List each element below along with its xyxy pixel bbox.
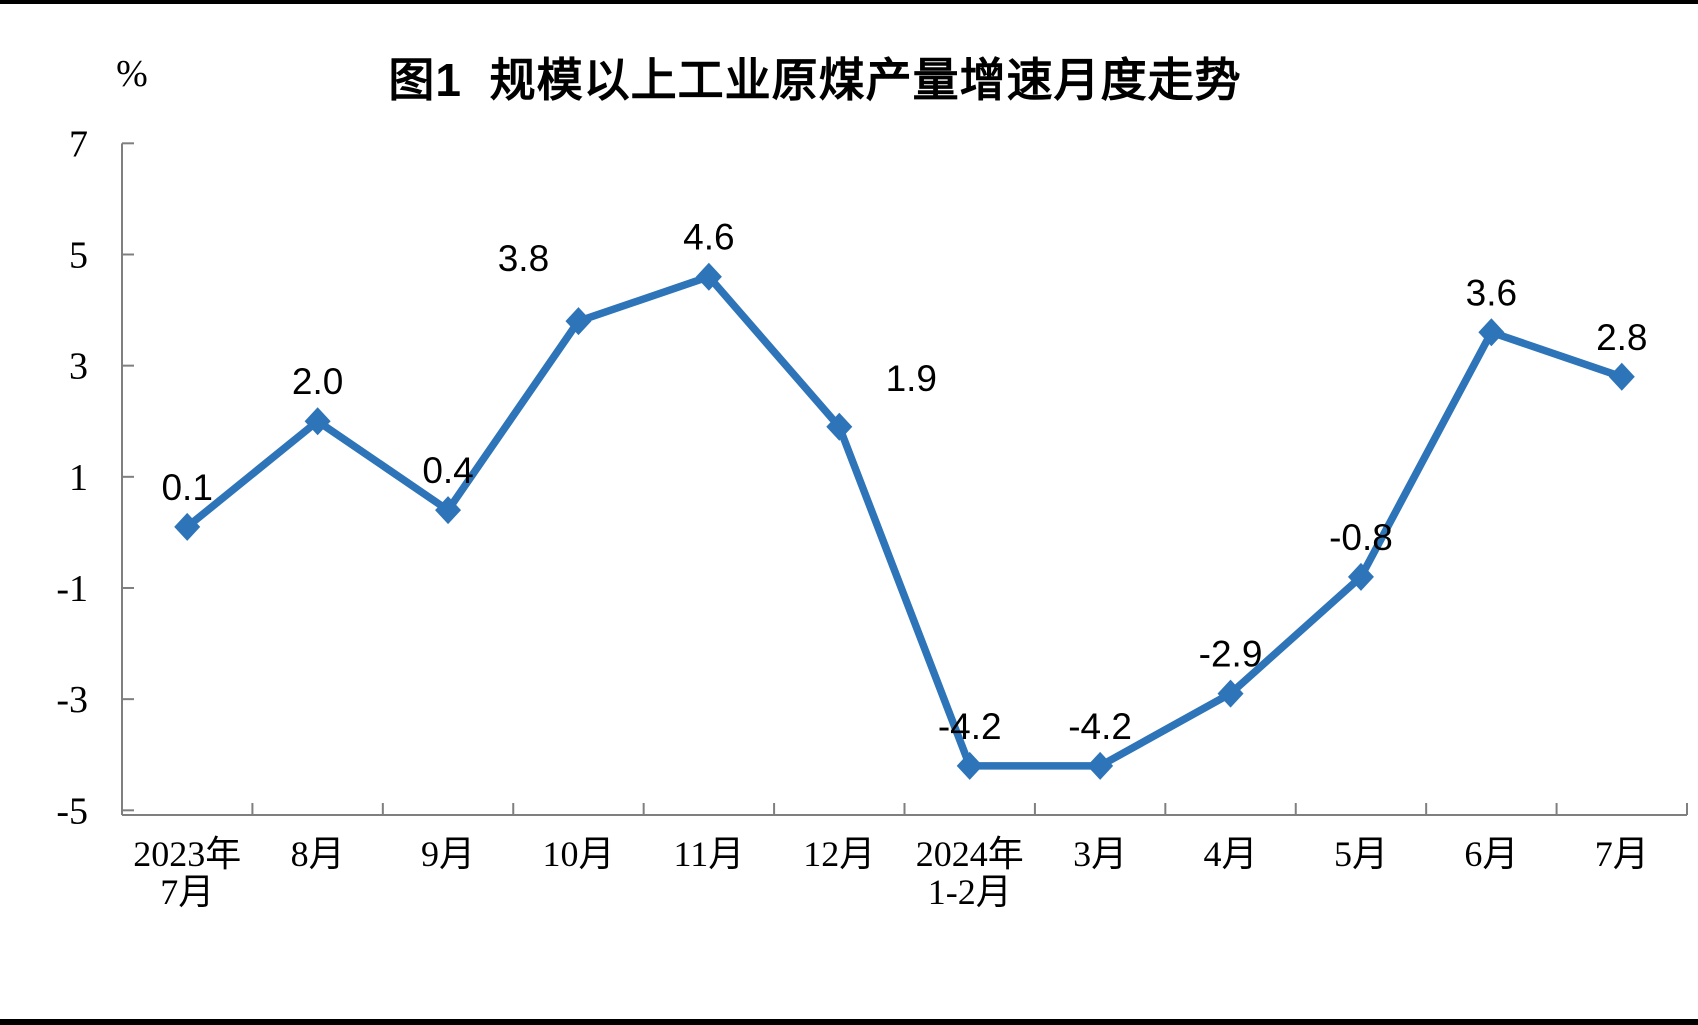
data-point-marker xyxy=(826,412,853,441)
data-label: 0.4 xyxy=(422,450,473,491)
data-point-marker xyxy=(695,262,722,291)
data-label: -2.9 xyxy=(1199,634,1263,675)
x-tick-label: 10月 xyxy=(542,834,614,874)
x-tick-label: 9月 xyxy=(421,834,475,874)
data-label: 2.0 xyxy=(292,361,343,402)
data-label: -4.2 xyxy=(1068,706,1132,747)
chart-title: 图1 规模以上工业原煤产量增速月度走势 xyxy=(388,54,1242,106)
data-point-marker xyxy=(565,307,592,336)
data-label: 3.6 xyxy=(1466,272,1517,313)
y-tick-label: 5 xyxy=(69,234,88,276)
data-point-marker xyxy=(1608,362,1635,391)
data-point-marker xyxy=(435,496,462,525)
bottom-border-bar xyxy=(0,1019,1698,1025)
data-label: 2.8 xyxy=(1596,317,1647,358)
x-tick-label: 11月 xyxy=(674,834,745,874)
data-point-marker xyxy=(1087,751,1114,780)
x-tick-label: 12月 xyxy=(803,834,875,874)
y-tick-label: -3 xyxy=(56,679,88,721)
y-tick-label: -5 xyxy=(56,790,88,832)
y-tick-label: 1 xyxy=(69,457,88,499)
top-border-bar xyxy=(0,0,1698,4)
data-label: 4.6 xyxy=(683,217,734,258)
x-tick-label: 8月 xyxy=(291,834,345,874)
data-point-marker xyxy=(956,751,983,780)
data-label: 0.1 xyxy=(161,467,212,508)
series-line xyxy=(183,272,1626,770)
data-point-marker xyxy=(304,407,331,436)
y-tick-label: 3 xyxy=(69,346,88,388)
data-label: -4.2 xyxy=(938,706,1002,747)
x-tick-label: 2023年 7月 xyxy=(133,834,241,912)
x-tick-label: 3月 xyxy=(1073,834,1127,874)
x-tick-label: 4月 xyxy=(1204,834,1258,874)
data-label: 1.9 xyxy=(886,358,937,399)
x-tick-label: 5月 xyxy=(1334,834,1388,874)
data-point-marker xyxy=(1217,679,1244,708)
data-point-marker xyxy=(1478,318,1505,347)
data-point-marker xyxy=(1347,562,1374,591)
data-label: 3.8 xyxy=(498,238,549,279)
data-label: -0.8 xyxy=(1329,517,1393,558)
y-tick-label: 7 xyxy=(69,123,88,165)
data-point-marker xyxy=(174,512,201,541)
y-axis-unit-label: % xyxy=(116,53,148,95)
x-tick-label: 6月 xyxy=(1464,834,1518,874)
x-tick-label: 2024年 1-2月 xyxy=(916,834,1024,912)
y-tick-label: -1 xyxy=(56,568,88,610)
x-tick-label: 7月 xyxy=(1595,834,1649,874)
